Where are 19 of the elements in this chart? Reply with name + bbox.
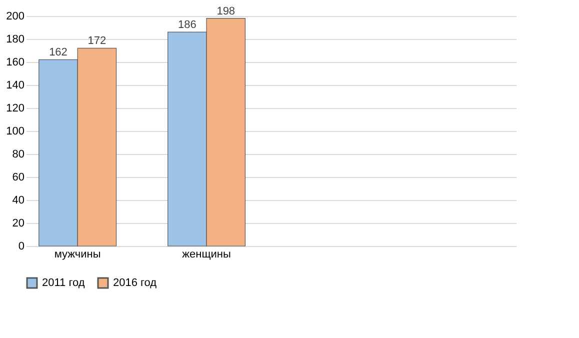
y-tick-label: 120 [6,102,24,114]
y-tick-label: 80 [12,148,24,160]
y-tick-label: 160 [6,56,24,68]
y-tick-label: 200 [6,10,24,22]
data-label: 172 [88,35,106,48]
data-label: 198 [216,5,236,18]
y-tick-label: 40 [12,194,24,206]
y-tick-label: 180 [6,34,24,46]
y-tick-label: 140 [6,80,24,92]
y-tick-label: 100 [6,126,24,138]
x-tick-label: женщины [182,248,231,260]
data-label: 186 [178,19,196,32]
legend-label: 2011 год [42,277,86,289]
x-tick-label: мужчины [54,248,101,260]
y-tick-label: 20 [12,218,24,230]
data-label: 162 [49,46,68,59]
y-tick-label: 0 [18,240,24,252]
y-tick-label: 60 [12,172,24,184]
legend-label: 2016 год [113,277,158,289]
